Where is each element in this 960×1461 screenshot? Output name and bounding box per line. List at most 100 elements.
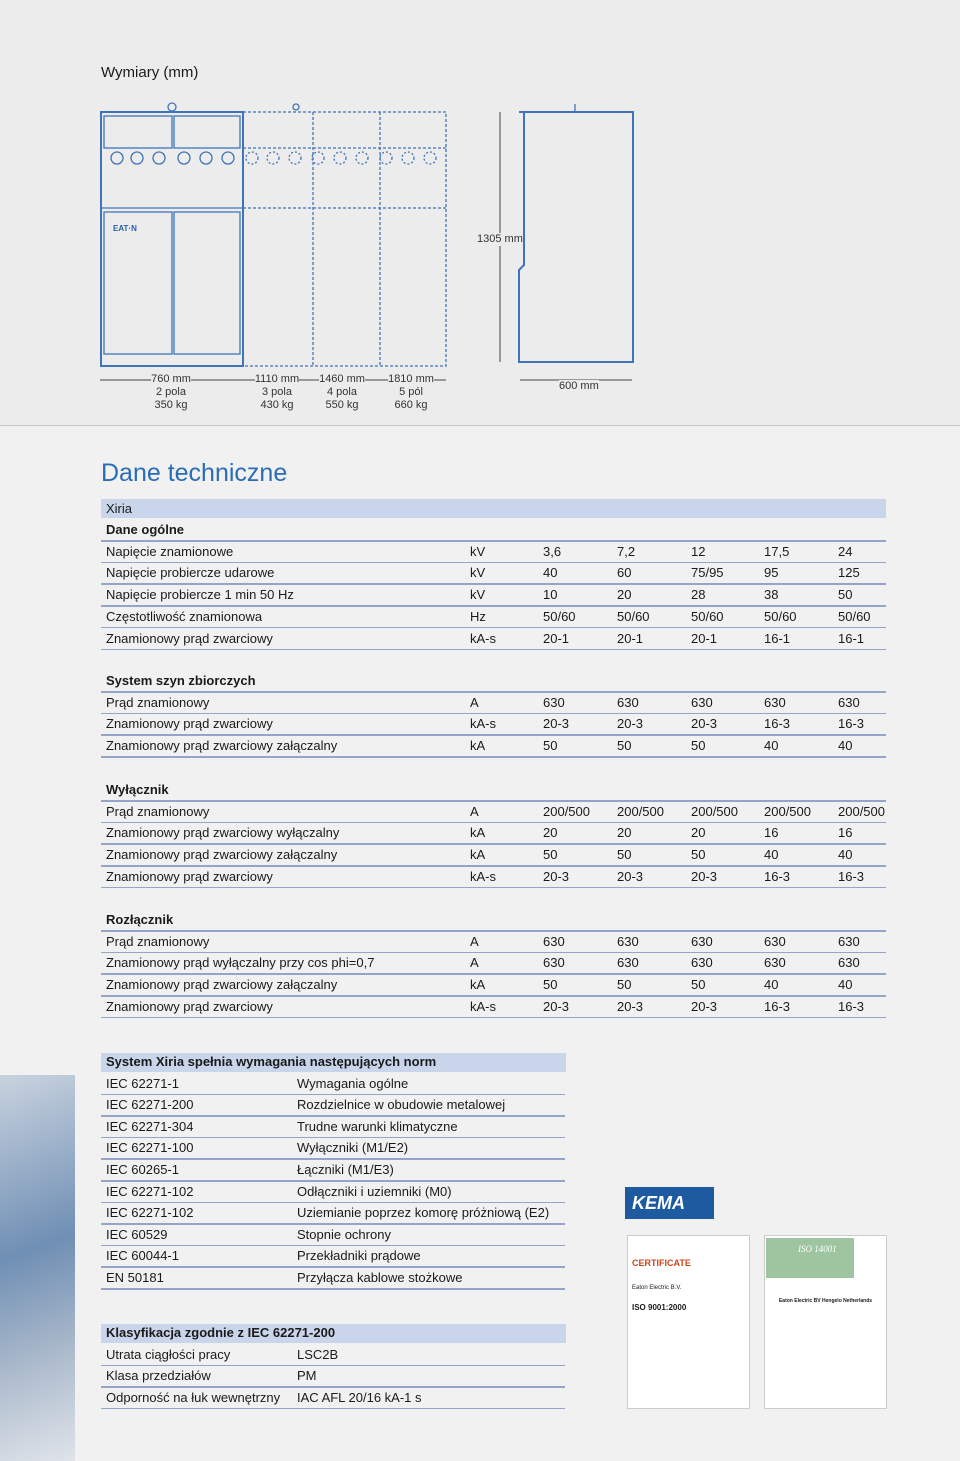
description: Wyłączniki (M1/E2) — [297, 1140, 409, 1156]
width-label: 660 kg — [394, 399, 428, 411]
value: 20-3 — [543, 716, 570, 732]
row-rule — [101, 821, 886, 824]
code: IEC 62271-1 — [106, 1075, 179, 1091]
value: 20 — [691, 825, 706, 841]
row-rule — [101, 1115, 565, 1117]
value: 630 — [617, 933, 639, 949]
unit: A — [470, 694, 479, 710]
value: 50 — [617, 847, 632, 863]
value: 24 — [838, 543, 853, 559]
value: 16-3 — [838, 868, 865, 884]
unit: kA — [470, 847, 486, 863]
row-label: Znamionowy prąd zwarciowy — [106, 998, 273, 1014]
description: Łączniki (M1/E3) — [297, 1162, 394, 1177]
value: 630 — [691, 955, 713, 971]
description: Przekładniki prądowe — [297, 1248, 421, 1264]
value: 16-3 — [764, 998, 791, 1014]
description: LSC2B — [297, 1346, 339, 1362]
row-label: Znamionowy prąd zwarciowy załączalny — [106, 977, 338, 993]
description: PM — [297, 1368, 317, 1384]
unit: kV — [470, 565, 486, 581]
unit: Hz — [470, 608, 486, 624]
value: 50 — [617, 977, 632, 993]
section-title: Dane techniczne — [101, 459, 288, 487]
unit: kA — [470, 977, 486, 993]
value: 630 — [838, 933, 860, 949]
value: 20-3 — [691, 998, 718, 1014]
value: 50 — [543, 738, 558, 754]
height-label: 1305 mm — [477, 233, 523, 246]
header-bar — [101, 1053, 566, 1072]
value: 630 — [764, 933, 786, 949]
row-rule — [101, 951, 886, 954]
value: 200/500 — [617, 803, 664, 819]
value: 50 — [691, 738, 706, 754]
table-heading: System Xiria spełnia wymagania następują… — [106, 1054, 437, 1069]
code: IEC 62271-100 — [106, 1140, 194, 1156]
row-rule — [101, 1158, 565, 1160]
value: 630 — [543, 694, 565, 710]
row-rule — [101, 843, 886, 845]
value: 50 — [838, 587, 853, 603]
width-label: 430 kg — [260, 399, 294, 411]
cert-company: Eaton Electric BV Hengelo Netherlands — [778, 1298, 873, 1304]
header-bar — [101, 499, 886, 518]
row-label: Znamionowy prąd zwarciowy — [106, 716, 273, 732]
value: 16-1 — [838, 630, 865, 646]
certificate — [627, 1235, 750, 1409]
description: Odłączniki i uziemniki (M0) — [297, 1183, 452, 1199]
row-rule — [101, 1364, 565, 1367]
code: IEC 62271-102 — [106, 1205, 194, 1221]
kema-text: KEMA — [632, 1193, 685, 1213]
section-heading: Dane ogólne — [106, 522, 185, 537]
unit: A — [470, 803, 479, 819]
row-rule — [101, 756, 886, 758]
width-label: 1110 mm — [254, 373, 300, 386]
row-rule — [101, 648, 886, 650]
value: 16 — [838, 825, 853, 841]
dimension-drawing — [100, 102, 634, 381]
cert-title: CERTIFICATE — [632, 1258, 691, 1268]
value: 50 — [543, 977, 558, 993]
width-label: 4 pola — [327, 386, 357, 398]
row-label: Znamionowy prąd zwarciowy — [106, 630, 273, 646]
value: 10 — [543, 587, 558, 603]
row-rule — [101, 1386, 565, 1388]
description: Trudne warunki klimatyczne — [297, 1118, 458, 1134]
unit: kA-s — [470, 716, 496, 732]
value: 7,2 — [617, 543, 636, 559]
width-label: 760 mm — [151, 373, 191, 386]
value: 40 — [764, 847, 779, 863]
width-label: 5 pól — [399, 386, 423, 398]
value: 630 — [617, 955, 639, 971]
row-rule — [101, 995, 886, 997]
value: 630 — [543, 933, 565, 949]
row-label: Znamionowy prąd zwarciowy wyłączalny — [106, 825, 340, 841]
code: Utrata ciągłości pracy — [106, 1346, 231, 1362]
value: 20-3 — [691, 868, 718, 884]
value: 630 — [691, 694, 713, 710]
value: 20 — [617, 825, 632, 841]
code: IEC 62271-304 — [106, 1118, 194, 1134]
unit: A — [470, 955, 479, 971]
description: Wymagania ogólne — [297, 1075, 409, 1091]
value: 50 — [691, 977, 706, 993]
unit: kA-s — [470, 868, 496, 884]
value: 20 — [543, 825, 558, 841]
value: 630 — [838, 955, 860, 971]
value: 200/500 — [691, 803, 738, 819]
value: 200/500 — [838, 803, 885, 819]
cert-title: ISO 14001 — [798, 1244, 837, 1254]
value: 50/60 — [691, 608, 724, 624]
section-title: Wymiary (mm) — [101, 64, 199, 81]
row-rule — [101, 734, 886, 736]
unit: kA — [470, 825, 486, 841]
value: 50/60 — [764, 608, 797, 624]
value: 50 — [543, 847, 558, 863]
dimensions-panel — [0, 0, 960, 426]
value: 20-1 — [691, 630, 718, 646]
value: 12 — [691, 543, 706, 559]
value: 20-1 — [543, 630, 570, 646]
value: 125 — [838, 565, 860, 581]
width-label: 1460 mm — [319, 373, 365, 386]
